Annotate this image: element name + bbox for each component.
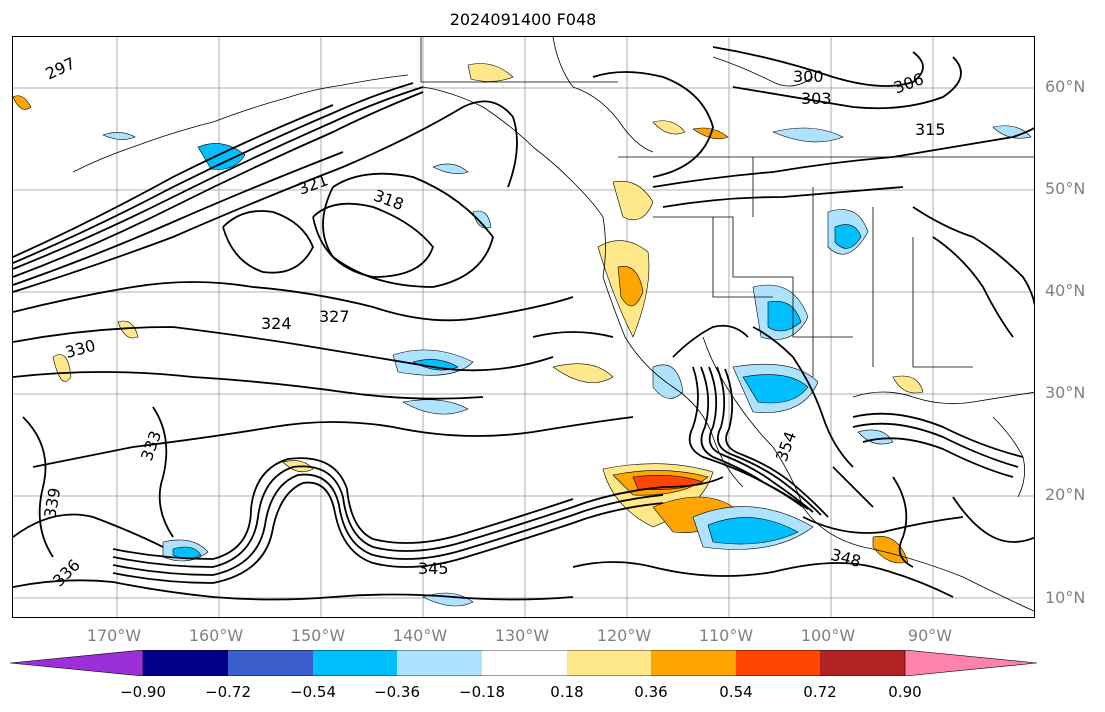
colorbar-segment [228, 650, 313, 676]
contour-label: 300 [793, 67, 824, 86]
colorbar-segment [904, 650, 1038, 676]
lat-label-30n: 30°N [1045, 383, 1086, 402]
colorbar-tick: 0.18 [550, 683, 584, 701]
contour-label: 306 [891, 69, 926, 97]
contour-label: 303 [801, 89, 832, 108]
contour-lines [13, 46, 1034, 601]
colorbar-tick: 0.36 [634, 683, 668, 701]
shading-patches [13, 63, 1032, 607]
colorbar-segment [10, 650, 144, 676]
colorbar-segment [820, 650, 905, 676]
contour-label: 297 [42, 53, 78, 83]
colorbar-tick: −0.18 [459, 683, 505, 701]
colorbar-segment [651, 650, 736, 676]
lon-label-110w: 110°W [698, 626, 754, 645]
lat-label-60n: 60°N [1045, 77, 1086, 96]
map-canvas: 297 300 303 306 315 318 321 324 327 330 … [13, 37, 1034, 617]
colorbar-segment [143, 650, 228, 676]
lon-label-120w: 120°W [596, 626, 652, 645]
lon-label-90w: 90°W [907, 626, 953, 645]
colorbar-segment [482, 650, 567, 676]
lon-label-130w: 130°W [494, 626, 550, 645]
colorbar-tick: −0.90 [120, 683, 166, 701]
colorbar-tick: 0.54 [719, 683, 753, 701]
lon-label-170w: 170°W [86, 626, 142, 645]
contour-label: 315 [915, 120, 946, 139]
map-panel: 297 300 303 306 315 318 321 324 327 330 … [12, 36, 1035, 618]
contour-label: 354 [772, 429, 800, 464]
colorbar-segment [397, 650, 482, 676]
contour-label: 324 [261, 314, 292, 333]
colorbar-segment [736, 650, 820, 676]
contour-label: 333 [137, 428, 165, 463]
colorbar-segment [567, 650, 651, 676]
lon-label-100w: 100°W [800, 626, 856, 645]
contour-label: 345 [418, 559, 449, 578]
colorbar-tick: −0.36 [374, 683, 420, 701]
contour-label: 336 [49, 555, 84, 590]
lat-label-40n: 40°N [1045, 281, 1086, 300]
lon-label-140w: 140°W [392, 626, 448, 645]
contour-label: 348 [829, 545, 863, 571]
lat-label-50n: 50°N [1045, 179, 1086, 198]
contour-label: 321 [295, 170, 330, 198]
map-title: 2024091400 F048 [449, 10, 597, 29]
coastlines [72, 37, 1034, 612]
contour-label: 330 [63, 336, 97, 362]
colorbar-tick: −0.54 [290, 683, 336, 701]
lon-label-160w: 160°W [188, 626, 244, 645]
colorbar-tick: −0.72 [205, 683, 251, 701]
lat-label-20n: 20°N [1045, 485, 1086, 504]
colorbar-segment [313, 650, 397, 676]
lat-label-10n: 10°N [1045, 588, 1086, 607]
contour-label: 327 [319, 307, 350, 326]
colorbar-tick: 0.90 [888, 683, 922, 701]
lon-label-150w: 150°W [290, 626, 346, 645]
colorbar-tick: 0.72 [803, 683, 837, 701]
colorbar [10, 650, 1038, 676]
